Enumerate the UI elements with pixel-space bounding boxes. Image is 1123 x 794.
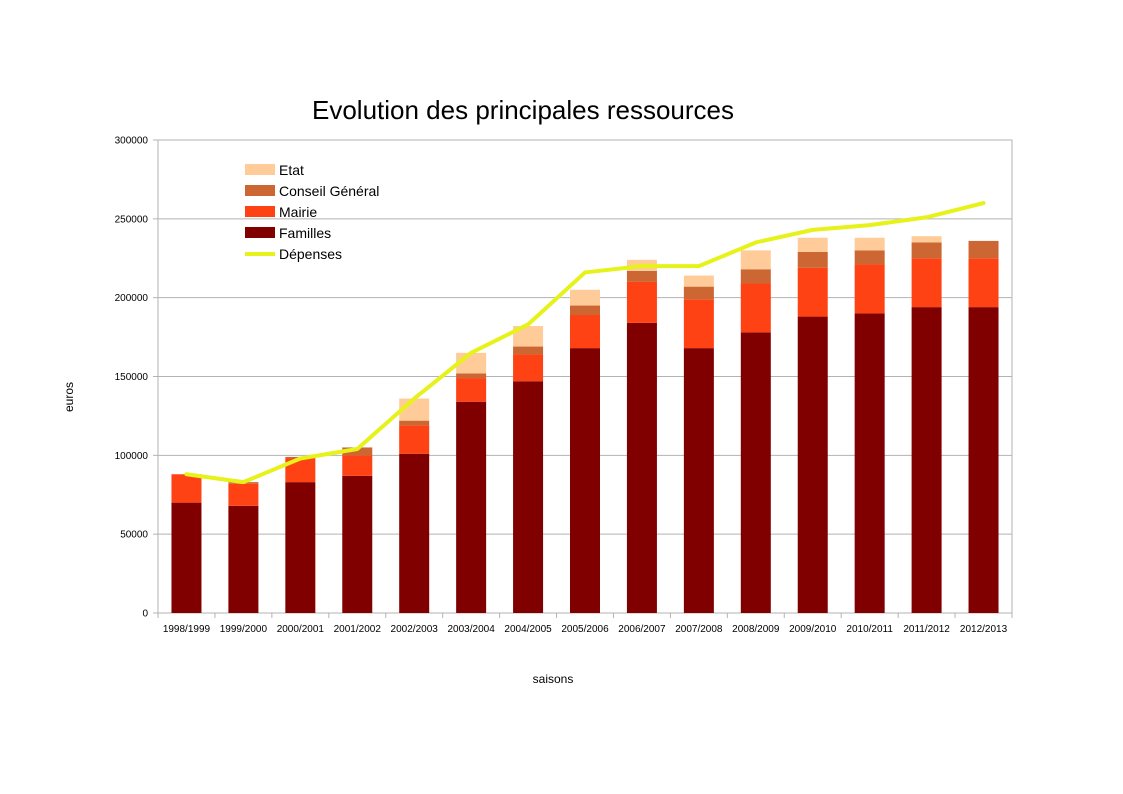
x-tick-label: 2000/2001	[277, 624, 325, 635]
bar-conseil-general	[683, 286, 714, 300]
bar-familles	[683, 348, 714, 613]
legend-swatch-familles	[245, 227, 275, 238]
bar-etat	[513, 326, 544, 347]
bar-familles	[570, 348, 600, 613]
bar-familles	[342, 475, 373, 613]
bar-mairie	[740, 283, 771, 333]
bar-mairie	[399, 425, 430, 454]
bar-conseil-general	[513, 346, 544, 355]
y-axis-title: euros	[62, 382, 76, 412]
bar-mairie	[683, 299, 714, 349]
bar-familles	[740, 332, 771, 613]
y-tick-label: 300000	[115, 136, 149, 147]
legend-label-etat: Etat	[279, 162, 304, 178]
y-tick-label: 200000	[115, 293, 149, 304]
legend-label-conseil-general: Conseil Général	[279, 183, 379, 199]
x-tick-label: 1998/1999	[163, 624, 211, 635]
legend-label-familles: Familles	[279, 225, 331, 241]
bar-conseil-general	[740, 269, 771, 284]
x-tick-label: 2011/2012	[903, 624, 950, 635]
bar-familles	[911, 307, 942, 613]
x-tick-label: 2004/2005	[504, 624, 552, 635]
bar-conseil-general	[399, 420, 430, 426]
bar-mairie	[797, 267, 828, 317]
bar-conseil-general	[968, 240, 999, 259]
legend-swatch-mairie	[245, 206, 275, 217]
bar-familles	[626, 322, 657, 613]
legend-swatch-conseil-general	[245, 185, 275, 196]
legend-label-mairie: Mairie	[279, 204, 317, 220]
x-tick-label: 2010/2011	[846, 624, 893, 635]
bar-etat	[911, 236, 942, 243]
bar-familles	[797, 316, 828, 613]
chart-title: Evolution des principales ressources	[312, 95, 734, 125]
bar-etat	[683, 275, 714, 287]
bar-mairie	[456, 378, 487, 402]
bar-familles	[228, 505, 259, 613]
x-tick-label: 2006/2007	[618, 624, 666, 635]
bar-familles	[456, 401, 487, 613]
bar-familles	[854, 313, 885, 613]
legend-label-depenses: Dépenses	[279, 246, 342, 262]
y-tick-label: 50000	[120, 530, 148, 541]
bar-mairie	[171, 474, 202, 503]
bar-conseil-general	[797, 251, 828, 268]
y-tick-label: 100000	[115, 451, 149, 462]
x-tick-label: 2008/2009	[732, 624, 780, 635]
bar-mairie	[626, 281, 657, 323]
bar-etat	[570, 289, 600, 306]
bar-conseil-general	[911, 242, 942, 259]
y-tick-label: 0	[142, 609, 148, 620]
bar-mairie	[854, 264, 885, 314]
bar-mairie	[513, 354, 544, 382]
y-tick-label: 250000	[115, 214, 149, 225]
x-tick-label: 1999/2000	[220, 624, 268, 635]
x-tick-label: 2003/2004	[447, 624, 495, 635]
y-tick-label: 150000	[115, 372, 149, 383]
bar-mairie	[342, 455, 373, 476]
bar-mairie	[911, 258, 942, 308]
x-tick-label: 2001/2002	[334, 624, 382, 635]
bar-mairie	[570, 315, 600, 349]
bar-mairie	[285, 458, 316, 483]
x-tick-label: 2002/2003	[391, 624, 439, 635]
x-axis-title: saisons	[533, 672, 574, 686]
x-tick-label: 2009/2010	[789, 624, 837, 635]
bar-etat	[797, 237, 828, 252]
x-tick-label: 2012/2013	[960, 624, 1008, 635]
legend-swatch-etat	[245, 164, 275, 175]
bar-familles	[513, 381, 544, 613]
bar-conseil-general	[570, 305, 600, 316]
bar-familles	[968, 307, 999, 613]
bar-etat	[740, 250, 771, 270]
expenses-line-layer	[184, 201, 986, 485]
bar-mairie	[968, 258, 999, 308]
legend: Etat Conseil Général Mairie Familles Dépense…	[245, 162, 379, 262]
x-tick-label: 2005/2006	[561, 624, 609, 635]
bar-conseil-general	[342, 447, 373, 456]
bar-conseil-general	[854, 250, 885, 265]
bar-conseil-general	[456, 373, 487, 379]
x-tick-label: 2007/2008	[675, 624, 723, 635]
bar-familles	[399, 453, 430, 613]
bars	[171, 236, 999, 613]
bar-familles	[171, 502, 202, 613]
axes: 0 50000 100000 150000 200000 250000 300000 1998…	[115, 136, 1013, 635]
bar-etat	[854, 237, 885, 251]
bar-mairie	[228, 483, 259, 506]
bar-familles	[285, 482, 316, 613]
bar-conseil-general	[626, 270, 657, 282]
